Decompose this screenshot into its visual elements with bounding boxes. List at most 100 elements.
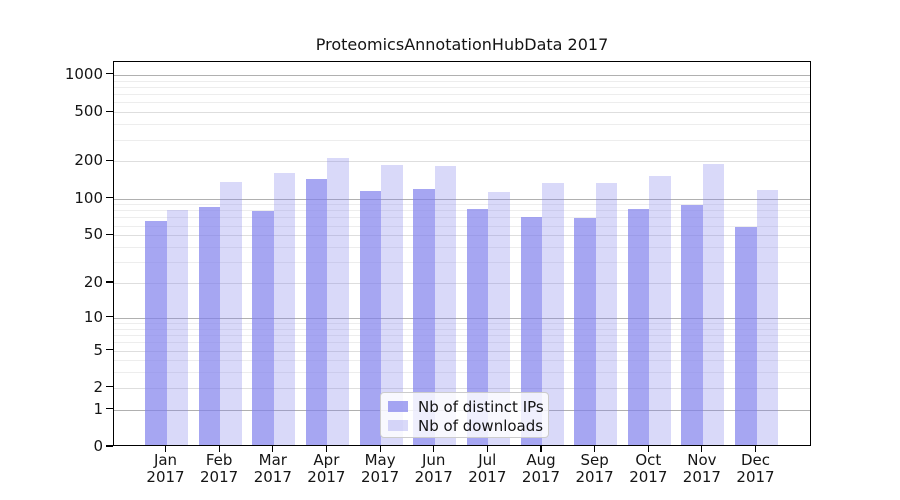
legend: Nb of distinct IPs Nb of downloads (380, 392, 549, 438)
x-tick-year: 2017 (361, 468, 400, 486)
x-tick-label-oct: Oct 2017 (616, 452, 680, 486)
gridline-20 (114, 283, 810, 284)
x-tick-month: Dec (740, 451, 771, 469)
x-tick-label-dec: Dec 2017 (724, 452, 788, 486)
x-tick-year: 2017 (146, 468, 185, 486)
x-tick-jan (164, 446, 167, 452)
legend-item-distinct-ips: Nb of distinct IPs (388, 397, 548, 416)
y-tick-5 (106, 348, 113, 351)
y-tick-label-500: 500 (74, 102, 103, 121)
x-tick-dec (754, 446, 757, 452)
y-tick-200 (106, 159, 113, 161)
gridline-2 (114, 387, 810, 389)
bar-ips-mar (252, 211, 274, 445)
y-tick-label-1: 1 (93, 399, 103, 418)
gridline-minor-400 (114, 124, 810, 126)
x-tick-label-feb: Feb 2017 (187, 452, 251, 486)
bar-dl-nov (702, 164, 725, 445)
legend-item-downloads: Nb of downloads (388, 416, 548, 435)
bar-ips-jun (413, 188, 435, 445)
y-tick-2 (106, 386, 113, 388)
y-tick-label-2: 2 (93, 377, 103, 396)
x-tick-label-may: May 2017 (348, 452, 412, 486)
y-tick-label-10: 10 (83, 307, 103, 326)
gridline-50 (114, 235, 810, 237)
legend-swatch-downloads (388, 420, 408, 431)
x-tick-apr (325, 446, 327, 452)
x-tick-label-sep: Sep 2017 (563, 452, 627, 486)
bar-dl-may (381, 164, 403, 445)
y-tick-50 (106, 233, 113, 235)
bar-dl-oct (649, 175, 671, 445)
bar-dl-sep (595, 182, 618, 445)
x-tick-may (379, 446, 381, 452)
gridline-minor-70 (114, 217, 810, 219)
gridline-minor-30 (114, 262, 810, 264)
bar-dl-dec (756, 189, 778, 445)
gridline-1000 (114, 74, 810, 76)
bar-ips-may (359, 191, 382, 445)
x-tick-month: Jan (153, 451, 178, 469)
gridline-minor-80 (114, 210, 810, 212)
x-tick-year: 2017 (629, 468, 668, 486)
gridline-minor-60 (114, 225, 810, 227)
gridline-minor-800 (114, 86, 810, 88)
x-tick-label-aug: Aug 2017 (509, 452, 573, 486)
x-tick-year: 2017 (682, 468, 721, 486)
x-tick-year: 2017 (414, 468, 453, 486)
x-tick-year: 2017 (736, 468, 775, 486)
bar-dl-mar (273, 173, 296, 445)
legend-label-distinct-ips: Nb of distinct IPs (418, 397, 544, 416)
gridline-minor-6 (114, 342, 810, 344)
y-tick-label-0: 0 (93, 437, 103, 455)
x-tick-month: Aug (526, 451, 556, 469)
y-tick-label-200: 200 (74, 151, 103, 170)
bar-ips-aug (520, 217, 542, 445)
gridline-minor-4 (114, 360, 810, 362)
gridline-minor-40 (114, 247, 810, 248)
x-tick-year: 2017 (521, 468, 561, 486)
bar-ips-dec (735, 227, 757, 445)
x-tick-month: Nov (687, 451, 717, 469)
plot-area: Nb of distinct IPs Nb of downloads (113, 61, 811, 446)
bar-ips-sep (574, 217, 596, 445)
y-tick-10 (106, 316, 113, 318)
x-tick-month: May (364, 451, 396, 469)
x-tick-mar (272, 446, 274, 452)
bar-ips-feb (198, 207, 221, 445)
x-tick-feb (218, 446, 220, 452)
bar-ips-apr (305, 178, 328, 445)
y-tick-label-50: 50 (83, 225, 103, 244)
bar-ips-jul (466, 209, 489, 445)
x-tick-label-jul: Jul 2017 (455, 452, 519, 486)
x-tick-label-mar: Mar 2017 (241, 452, 305, 486)
x-tick-month: Feb (205, 451, 233, 469)
y-tick-1 (106, 408, 113, 410)
legend-label-downloads: Nb of downloads (418, 416, 544, 435)
x-tick-year: 2017 (200, 468, 239, 486)
y-tick-label-1000: 1000 (64, 64, 103, 83)
x-tick-year: 2017 (468, 468, 507, 486)
bar-dl-jun (434, 166, 457, 445)
gridline-minor-90 (114, 204, 810, 206)
gridline-minor-8 (114, 328, 810, 330)
x-tick-month: Jul (478, 451, 497, 469)
x-tick-label-nov: Nov 2017 (670, 452, 734, 486)
x-tick-year: 2017 (575, 468, 614, 486)
gridline-5 (114, 350, 810, 352)
legend-swatch-distinct-ips (388, 401, 408, 412)
x-tick-month: Mar (258, 451, 287, 469)
x-tick-label-apr: Apr 2017 (294, 452, 358, 486)
gridline-minor-9 (114, 323, 810, 324)
x-tick-jul (486, 446, 488, 452)
y-tick-500 (106, 110, 113, 112)
bar-dl-jul (488, 191, 510, 445)
y-tick-label-5: 5 (93, 340, 103, 359)
x-tick-aug (540, 446, 542, 452)
bar-dl-apr (327, 157, 349, 445)
gridline-500 (114, 112, 810, 114)
gridline-minor-700 (114, 94, 810, 96)
x-tick-sep (594, 446, 596, 452)
gridline-minor-3 (114, 372, 810, 374)
